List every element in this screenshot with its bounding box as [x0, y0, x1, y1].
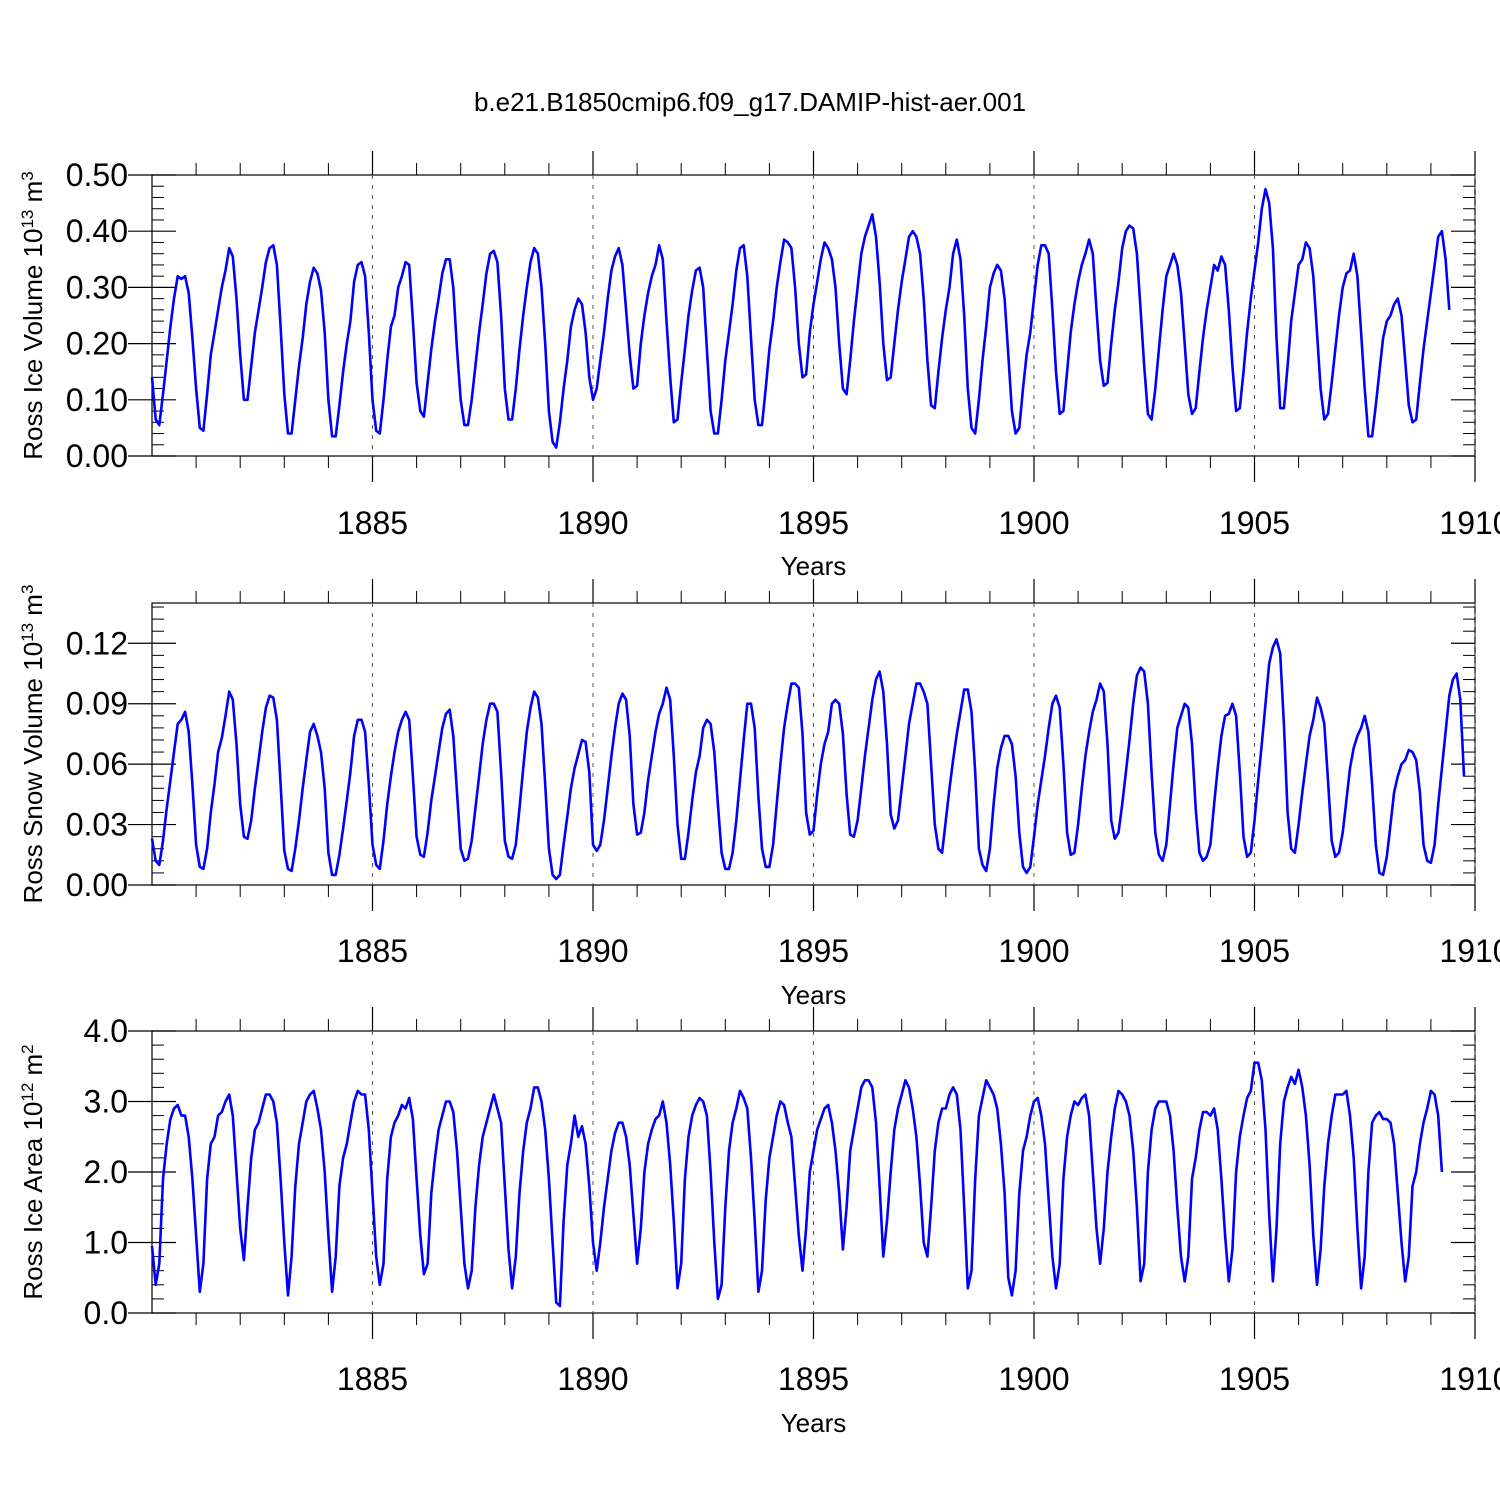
x-axis-label: Years: [781, 1408, 847, 1438]
y-axis-label: Ross Ice Volume 1013 m3: [18, 171, 49, 460]
y-tick-label: 0.10: [66, 382, 128, 418]
series-line-ice-volume: [150, 187, 1451, 449]
x-tick-label: 1900: [998, 1361, 1069, 1397]
y-tick-label: 0.12: [66, 625, 128, 661]
y-axis-label-ylabel-unit: m: [18, 594, 48, 623]
y-axis-label-ylabel-exp: 13: [18, 210, 37, 229]
x-tick-label: 1895: [778, 505, 849, 541]
x-tick-label: 1885: [337, 933, 408, 969]
figure-title: b.e21.B1850cmip6.f09_g17.DAMIP-hist-aer.…: [474, 87, 1026, 117]
y-tick-label: 0.40: [66, 213, 128, 249]
x-tick-label: 1890: [557, 1361, 628, 1397]
y-tick-label: 0.00: [66, 867, 128, 903]
y-tick-label: 0.50: [66, 157, 128, 193]
x-tick-label: 1905: [1219, 1361, 1290, 1397]
x-tick-label: 1890: [557, 933, 628, 969]
y-axis-label: Ross Snow Volume 1013 m3: [18, 585, 49, 904]
y-tick-label: 4.0: [84, 1013, 128, 1049]
y-tick-label: 0.30: [66, 269, 128, 305]
x-tick-label: 1895: [778, 933, 849, 969]
x-tick-label: 1890: [557, 505, 628, 541]
x-tick-label: 1905: [1219, 933, 1290, 969]
x-axis-label: Years: [781, 551, 847, 581]
y-tick-label: 0.06: [66, 746, 128, 782]
y-axis-label-ylabel-exp: 12: [18, 1083, 37, 1102]
y-axis-label-ylabel: Ross Ice Area 10: [18, 1102, 48, 1300]
y-tick-label: 1.0: [84, 1225, 128, 1261]
y-axis-label-ylabel-exp: 13: [18, 623, 37, 642]
x-tick-label: 1900: [998, 933, 1069, 969]
y-tick-label: 0.0: [84, 1295, 128, 1331]
y-axis-label-ylabel-unit: m: [18, 181, 48, 210]
y-axis-label-ylabel-unit-exp: 3: [18, 171, 37, 180]
series-line-ice-area: [150, 1061, 1444, 1308]
x-tick-label: 1885: [337, 1361, 408, 1397]
y-tick-label: 3.0: [84, 1084, 128, 1120]
y-tick-label: 0.20: [66, 326, 128, 362]
y-axis-label-ylabel-unit-exp: 2: [18, 1044, 37, 1053]
series-line-snow-volume: [150, 637, 1466, 881]
x-tick-label: 1885: [337, 505, 408, 541]
x-tick-label: 1895: [778, 1361, 849, 1397]
y-axis-label: Ross Ice Area 1012 m2: [18, 1044, 49, 1299]
y-tick-label: 0.03: [66, 807, 128, 843]
x-tick-label: 1900: [998, 505, 1069, 541]
y-tick-label: 0.09: [66, 686, 128, 722]
x-axis-label: Years: [781, 980, 847, 1010]
y-axis-label-ylabel: Ross Snow Volume 10: [18, 642, 48, 904]
x-tick-label: 1905: [1219, 505, 1290, 541]
y-tick-label: 2.0: [84, 1154, 128, 1190]
y-axis-label-ylabel: Ross Ice Volume 10: [18, 229, 48, 460]
y-tick-label: 0.00: [66, 438, 128, 474]
y-axis-label-ylabel-unit-exp: 3: [18, 585, 37, 594]
y-axis-label-ylabel-unit: m: [18, 1054, 48, 1083]
